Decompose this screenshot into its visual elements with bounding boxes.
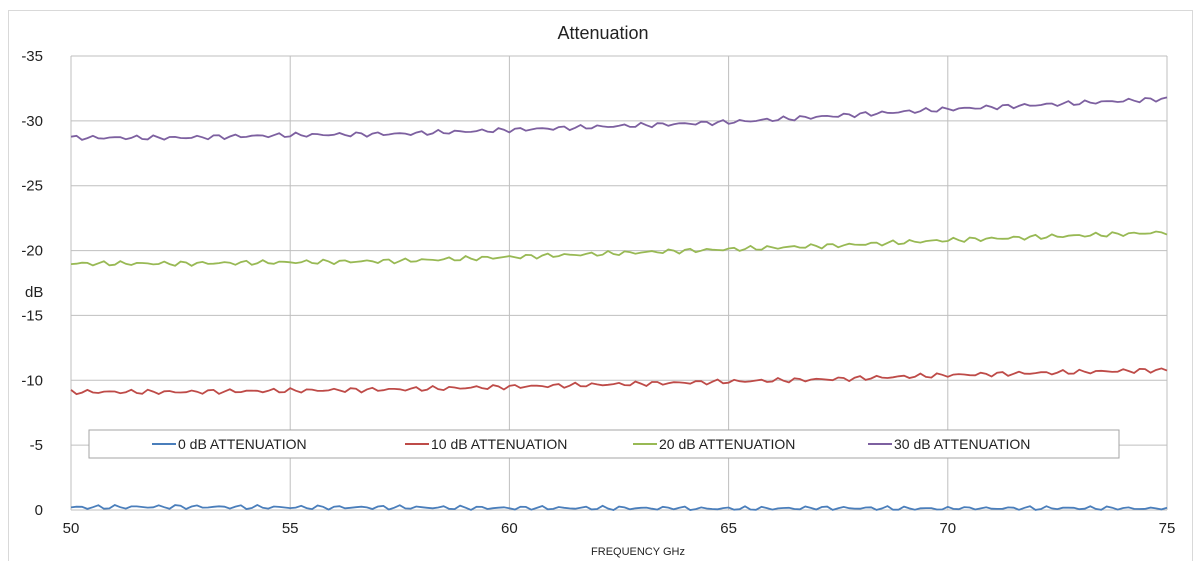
chart-title: Attenuation <box>557 23 648 43</box>
legend-label: 20 dB ATTENUATION <box>659 436 795 452</box>
chart-frame: 50 55 60 65 70 75 0 -5 -10 -15 -20 -25 -30 -35 Atten… <box>8 10 1193 561</box>
legend-label: 30 dB ATTENUATION <box>894 436 1030 452</box>
y-tick-label: -10 <box>21 372 43 389</box>
series-lines <box>70 96 1168 511</box>
x-tick-label: 75 <box>1159 520 1176 537</box>
x-tick-label: 70 <box>939 520 956 537</box>
series-line <box>70 96 1168 141</box>
y-tick-label: -20 <box>21 243 43 260</box>
x-tick-label: 55 <box>282 520 299 537</box>
legend-items: 0 dB ATTENUATION 10 dB ATTENUATION 20 dB A… <box>152 436 1030 452</box>
x-tick-label: 60 <box>501 520 518 537</box>
y-tick-label: -30 <box>21 113 43 130</box>
y-tick-label: -25 <box>21 178 43 195</box>
legend-box <box>88 429 1120 459</box>
x-tick-label: 50 <box>63 520 80 537</box>
x-axis-title: FREQUENCY GHz <box>591 546 685 558</box>
y-tick-label: 0 <box>35 502 43 519</box>
x-tick-label: 65 <box>720 520 737 537</box>
series-line <box>70 503 1168 511</box>
y-tick-label: -15 <box>21 307 43 324</box>
legend: 0 dB ATTENUATION 10 dB ATTENUATION 20 dB A… <box>88 429 1120 459</box>
series-line <box>70 367 1168 396</box>
y-tick-label: -35 <box>21 48 43 65</box>
y-tick-labels: 0 -5 -10 -15 -20 -25 -30 -35 <box>21 48 43 519</box>
y-axis-title: dB <box>25 284 43 301</box>
legend-label: 0 dB ATTENUATION <box>178 436 307 452</box>
y-tick-label: -5 <box>30 437 43 454</box>
series-line <box>70 230 1168 267</box>
x-tick-labels: 50 55 60 65 70 75 <box>63 520 1176 537</box>
attenuation-chart: 50 55 60 65 70 75 0 -5 -10 -15 -20 -25 -30 -35 Atten… <box>21 23 1176 558</box>
legend-label: 10 dB ATTENUATION <box>431 436 567 452</box>
